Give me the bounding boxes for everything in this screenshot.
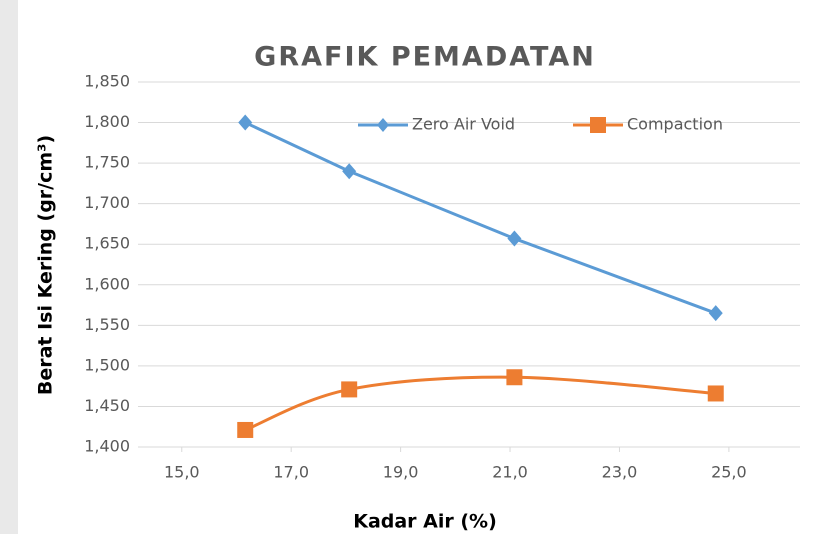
x-tick-label: 21,0 (492, 463, 528, 482)
point (237, 421, 254, 438)
point (342, 163, 357, 180)
y-tick-label: 1,600 (84, 274, 130, 293)
y-tick-label: 1,500 (84, 355, 130, 374)
x-tick-label: 17,0 (273, 463, 309, 482)
y-tick-label: 1,700 (84, 193, 130, 212)
point (238, 114, 253, 131)
point (341, 381, 358, 398)
x-tick-label: 25,0 (711, 463, 747, 482)
legend-marker (377, 118, 389, 132)
legend-marker (590, 117, 606, 133)
x-tick-label: 19,0 (383, 463, 419, 482)
y-tick-label: 1,550 (84, 315, 130, 334)
y-axis-label: Berat Isi Kering (gr/cm³) (35, 135, 57, 395)
x-tick-label: 15,0 (164, 463, 200, 482)
x-tick-label: 23,0 (602, 463, 638, 482)
y-tick-label: 1,850 (84, 72, 130, 91)
series-line (244, 375, 716, 432)
point (708, 305, 723, 322)
y-tick-label: 1,400 (84, 437, 130, 456)
point (506, 369, 523, 386)
series-line (244, 121, 717, 315)
y-tick-label: 1,800 (84, 112, 130, 131)
y-tick-label: 1,650 (84, 234, 130, 253)
y-tick-label: 1,750 (84, 153, 130, 172)
legend-label: Compaction (627, 115, 723, 134)
legend-label: Zero Air Void (412, 115, 515, 134)
point (507, 230, 522, 247)
chart-title: GRAFIK PEMADATAN (254, 42, 596, 73)
x-axis-label: Kadar Air (%) (353, 511, 497, 533)
point (707, 385, 724, 402)
chart-area (18, 0, 829, 534)
y-tick-label: 1,450 (84, 396, 130, 415)
